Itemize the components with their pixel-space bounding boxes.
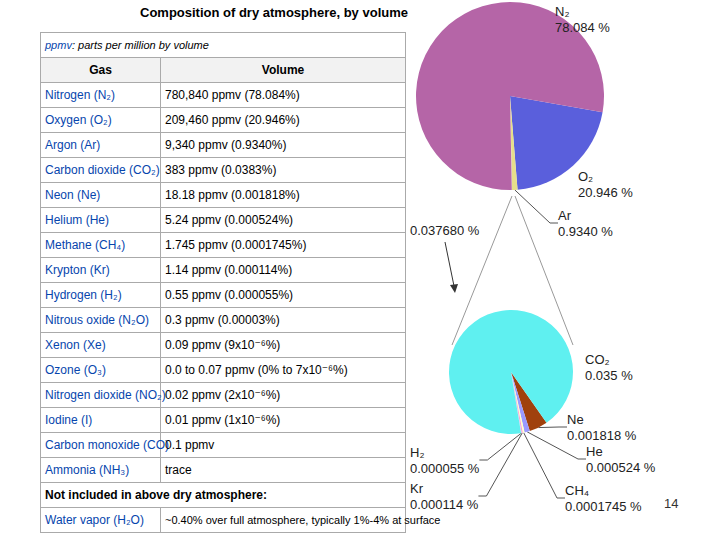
html-text:5.24 ppmv (0.000524%): 5.24 ppmv (0.000524%) (165, 213, 294, 227)
html-text:trace: trace (165, 463, 192, 477)
html-text:Krypton (Kr): Krypton (Kr) (45, 263, 110, 277)
svg-text:Kr: Kr (410, 481, 424, 496)
html-text:Ammonia (NH₃): Ammonia (NH₃) (45, 463, 130, 477)
html-text:0.09 ppmv (9x10⁻⁶%): 0.09 ppmv (9x10⁻⁶%) (165, 338, 281, 352)
html-text:Gas: Gas (89, 63, 112, 77)
html-text:14: 14 (664, 496, 679, 511)
html-text:0.3 ppmv (0.00003%): 0.3 ppmv (0.00003%) (165, 313, 280, 327)
html-text:Nitrogen dioxide (NO₂) 0.02 pp: Nitrogen dioxide (NO₂) 0.02 ppmv (2x10⁻⁶… (45, 388, 281, 402)
html-text:Composition of dry atmosphere,: Composition of dry atmosphere, by volume (140, 5, 408, 20)
html-text:0.0 to 0.07 ppmv (0% to 7x10⁻⁶: 0.0 to 0.07 ppmv (0% to 7x10⁻⁶%) (165, 363, 348, 377)
svg-text:0.035 %: 0.035 % (585, 368, 633, 383)
html-text:780,840 ppmv (78.084%): 780,840 ppmv (78.084%) (165, 88, 300, 102)
svg-text:78.084 %: 78.084 % (555, 20, 610, 35)
html-text:Volume: Volume (261, 63, 305, 77)
html-text:Oxygen (O₂): Oxygen (O₂) (45, 113, 112, 127)
svg-text:N₂: N₂ (555, 4, 569, 19)
html-text:Carbon monoxide (CO): Carbon monoxide (CO) (45, 438, 170, 452)
html-text:18.18 ppmv (0.001818%): 18.18 ppmv (0.001818%) (165, 188, 300, 202)
html-text:Water vapor (H₂O): Water vapor (H₂O) (45, 513, 144, 527)
html-text:383 ppmv (0.0383%): 383 ppmv (0.0383%) (165, 163, 277, 177)
html-text:Neon (Ne): Neon (Ne) (45, 188, 101, 202)
svg-text:0.001818 %: 0.001818 % (567, 428, 637, 443)
svg-text:20.946 %: 20.946 % (578, 185, 633, 200)
html-text:ppmv: parts per million by vol: ppmv: parts per million by volume (45, 39, 209, 51)
html-text:1.745 ppmv (0.0001745%): 1.745 ppmv (0.0001745%) (165, 238, 307, 252)
html-text:209,460 ppmv (20.946%): 209,460 ppmv (20.946%) (165, 113, 300, 127)
html-text:Carbon dioxide (CO₂): Carbon dioxide (CO₂) (45, 163, 160, 177)
svg-text:He: He (586, 444, 603, 459)
svg-text:CH₄: CH₄ (565, 483, 589, 498)
html-text:~0.40% over full atmosphere, t: ~0.40% over full atmosphere, typically 1… (165, 514, 441, 526)
html-text:0.01 ppmv (1x10⁻⁶%): 0.01 ppmv (1x10⁻⁶%) (165, 413, 281, 427)
html-text:Helium (He): Helium (He) (45, 213, 109, 227)
html-text:Hydrogen (H₂): Hydrogen (H₂) (45, 288, 122, 302)
svg-text:H₂: H₂ (410, 445, 424, 460)
html-text:Argon (Ar): Argon (Ar) (45, 138, 101, 152)
svg-text:0.0001745 %: 0.0001745 % (565, 499, 642, 514)
html-text:0.55 ppmv (0.000055%): 0.55 ppmv (0.000055%) (165, 288, 294, 302)
svg-text:CO₂: CO₂ (585, 352, 610, 367)
svg-text:0.9340 %: 0.9340 % (558, 224, 613, 239)
html-text:Nitrous oxide (N₂O): Nitrous oxide (N₂O) (45, 313, 149, 327)
html-text:9,340 ppmv (0.9340%): 9,340 ppmv (0.9340%) (165, 138, 287, 152)
svg-text:Ne: Ne (567, 412, 584, 427)
html-text:1.14 ppmv (0.000114%): 1.14 ppmv (0.000114%) (165, 263, 293, 277)
html-text:Not included in above dry atmo: Not included in above dry atmosphere: (45, 488, 267, 502)
html-text:Xenon (Xe): Xenon (Xe) (45, 338, 106, 352)
html-text:Nitrogen (N₂): Nitrogen (N₂) (45, 88, 115, 102)
html-text:Iodine (I): Iodine (I) (45, 413, 93, 427)
svg-text:0.000114 %: 0.000114 % (410, 497, 479, 512)
svg-text:0.037680 %: 0.037680 % (410, 223, 480, 238)
svg-text:0.000524 %: 0.000524 % (586, 460, 656, 475)
svg-text:O₂: O₂ (578, 169, 593, 184)
html-text:Methane (CH₄): Methane (CH₄) (45, 238, 126, 252)
html-text:Ozone (O₃): Ozone (O₃) (45, 363, 106, 377)
svg-text:0.000055 %: 0.000055 % (410, 461, 480, 476)
svg-text:Ar: Ar (558, 208, 572, 223)
html-text:0.1 ppmv: 0.1 ppmv (165, 438, 215, 452)
